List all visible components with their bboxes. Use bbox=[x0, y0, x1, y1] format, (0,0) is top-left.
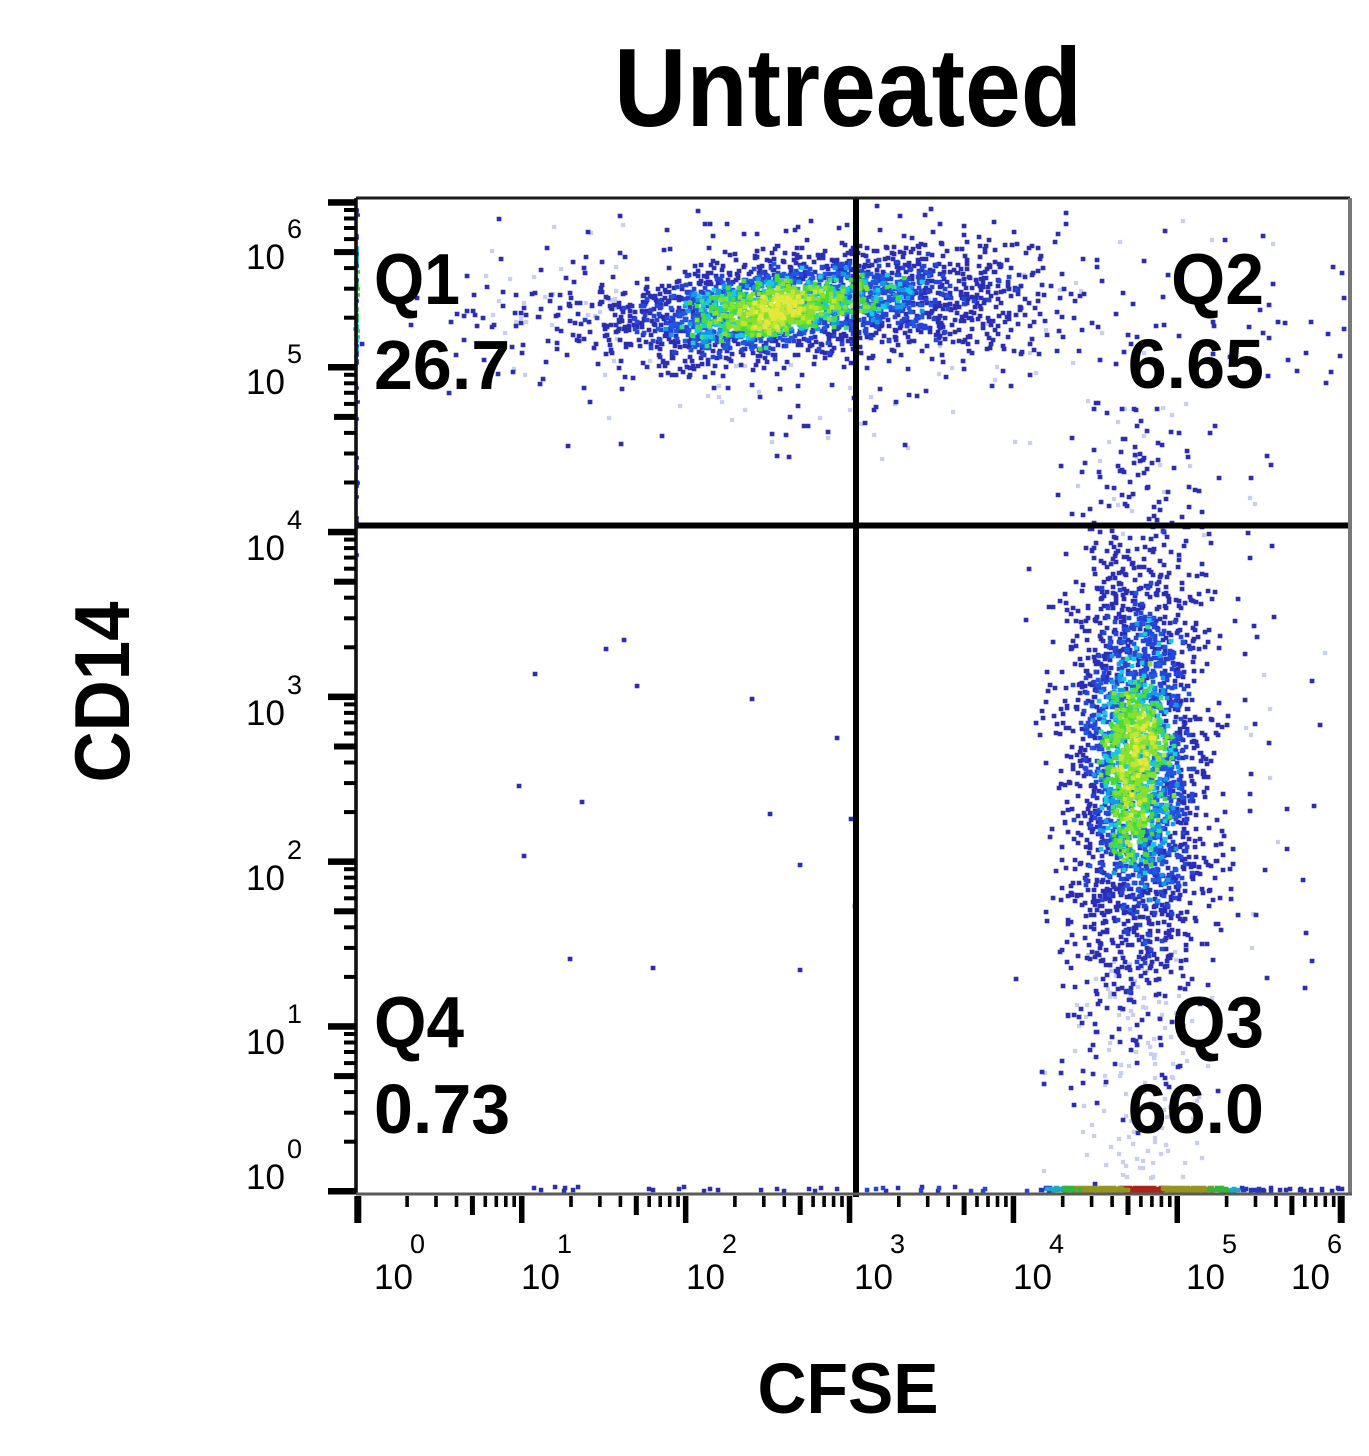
svg-text:Q4: Q4 bbox=[374, 983, 464, 1063]
svg-text:10: 10 bbox=[246, 1023, 285, 1062]
svg-text:10: 10 bbox=[1291, 1258, 1330, 1297]
svg-text:CD14: CD14 bbox=[58, 602, 146, 783]
svg-text:4: 4 bbox=[1049, 1229, 1064, 1259]
svg-text:10: 10 bbox=[1186, 1258, 1225, 1297]
svg-text:0: 0 bbox=[410, 1229, 425, 1259]
svg-text:2: 2 bbox=[722, 1229, 737, 1259]
svg-text:0: 0 bbox=[287, 1134, 302, 1164]
svg-text:1: 1 bbox=[287, 999, 302, 1029]
svg-text:10: 10 bbox=[374, 1258, 413, 1297]
svg-text:10: 10 bbox=[246, 529, 285, 568]
svg-text:10: 10 bbox=[246, 694, 285, 733]
svg-text:3: 3 bbox=[287, 670, 302, 700]
svg-text:10: 10 bbox=[521, 1258, 560, 1297]
svg-text:6: 6 bbox=[287, 214, 302, 244]
svg-text:1: 1 bbox=[557, 1229, 572, 1259]
svg-text:10: 10 bbox=[854, 1258, 893, 1297]
svg-text:10: 10 bbox=[246, 1158, 285, 1197]
svg-text:Q3: Q3 bbox=[1172, 983, 1264, 1063]
svg-text:Q1: Q1 bbox=[374, 240, 460, 320]
svg-text:2: 2 bbox=[287, 835, 302, 865]
svg-text:10: 10 bbox=[686, 1258, 725, 1297]
svg-text:5: 5 bbox=[1222, 1229, 1237, 1259]
svg-text:0.73: 0.73 bbox=[374, 1070, 510, 1148]
svg-text:CFSE: CFSE bbox=[758, 1350, 939, 1429]
svg-text:Q2: Q2 bbox=[1171, 240, 1264, 320]
svg-text:10: 10 bbox=[1013, 1258, 1052, 1297]
svg-text:4: 4 bbox=[287, 505, 302, 535]
svg-text:Untreated: Untreated bbox=[614, 26, 1082, 150]
svg-text:10: 10 bbox=[246, 238, 285, 277]
svg-text:6: 6 bbox=[1327, 1229, 1342, 1259]
svg-text:10: 10 bbox=[246, 363, 285, 402]
svg-text:6.65: 6.65 bbox=[1128, 325, 1264, 403]
svg-text:3: 3 bbox=[890, 1229, 905, 1259]
svg-text:5: 5 bbox=[287, 339, 302, 369]
svg-text:66.0: 66.0 bbox=[1128, 1070, 1264, 1148]
svg-text:10: 10 bbox=[246, 859, 285, 898]
svg-text:26.7: 26.7 bbox=[374, 326, 510, 404]
